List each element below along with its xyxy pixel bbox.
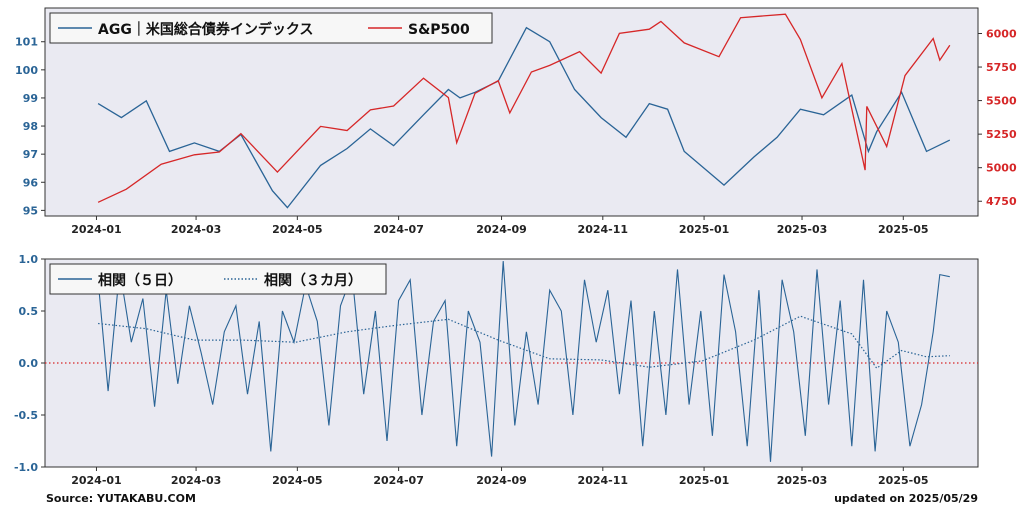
left-y-tick-label: 95	[23, 204, 38, 217]
corr-3m-series-line	[98, 315, 950, 370]
top-x-tick-label: 2024-07	[373, 223, 424, 236]
bottom-y-tick-label: -0.5	[14, 409, 38, 422]
bottom-y-tick-label: 0.0	[19, 357, 39, 370]
top-x-tick-label: 2024-05	[272, 223, 323, 236]
left-y-tick-label: 97	[23, 148, 38, 161]
right-y-tick-label: 6000	[986, 27, 1017, 40]
left-y-tick-label: 100	[15, 64, 38, 77]
right-y-tick-label: 5250	[986, 128, 1017, 141]
bottom-y-tick-label: 0.5	[19, 305, 39, 318]
bottom-y-tick-label: 1.0	[19, 253, 39, 266]
updated-label: updated on 2025/05/29	[834, 492, 978, 505]
legend-agg-label: AGG｜米国総合債券インデックス	[98, 21, 313, 38]
legend-corr-5d-label: 相関（５日）	[98, 272, 182, 289]
bottom-x-tick-label: 2025-05	[878, 474, 929, 487]
right-y-tick-label: 5750	[986, 61, 1017, 74]
corr-5d-series-line	[97, 261, 950, 462]
legend-corr-3m-label: 相関（３カ月）	[264, 272, 362, 289]
top-x-tick-label: 2025-01	[679, 223, 730, 236]
bottom-x-tick-label: 2024-11	[578, 474, 629, 487]
bottom-legend-box	[49, 263, 387, 295]
bottom-y-tick-label: -1.0	[14, 461, 38, 474]
legend-sp500-label: S&P500	[408, 22, 470, 38]
left-y-tick-label: 99	[23, 92, 38, 105]
right-y-tick-label: 5000	[986, 162, 1017, 175]
top-x-tick-label: 2024-01	[71, 223, 122, 236]
right-y-tick-label: 4750	[986, 195, 1017, 208]
bottom-x-tick-label: 2024-07	[373, 474, 424, 487]
bottom-x-tick-label: 2024-09	[476, 474, 527, 487]
bottom-x-tick-label: 2024-01	[71, 474, 122, 487]
top-x-tick-label: 2025-05	[878, 223, 929, 236]
bottom-x-tick-label: 2024-03	[171, 474, 222, 487]
top-x-tick-label: 2025-03	[777, 223, 828, 236]
left-y-tick-label: 96	[23, 176, 39, 189]
source-label: Source: YUTAKABU.COM	[46, 492, 196, 505]
top-x-tick-label: 2024-03	[171, 223, 222, 236]
top-legend-box	[49, 12, 493, 44]
sp500-series-line	[97, 13, 951, 203]
right-y-tick-label: 5500	[986, 95, 1017, 108]
bottom-x-tick-label: 2025-01	[679, 474, 730, 487]
left-y-tick-label: 101	[15, 36, 38, 49]
bottom-x-tick-label: 2024-05	[272, 474, 323, 487]
left-y-tick-label: 98	[23, 120, 38, 133]
top-x-tick-label: 2024-09	[476, 223, 527, 236]
bottom-x-tick-label: 2025-03	[777, 474, 828, 487]
top-x-tick-label: 2024-11	[578, 223, 629, 236]
